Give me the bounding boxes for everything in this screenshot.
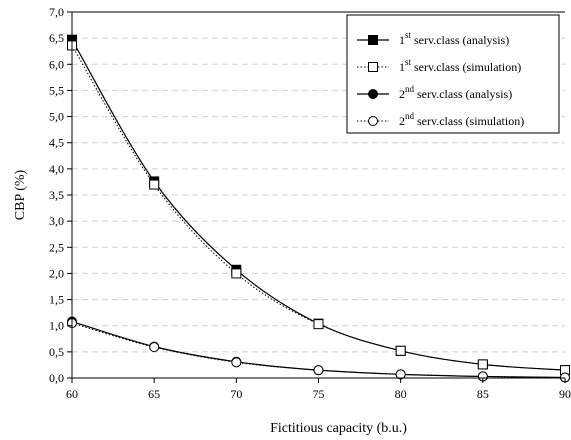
y-tick-label: 5,0 <box>49 110 64 124</box>
y-tick-label: 0,5 <box>49 345 64 359</box>
y-tick-label: 3,0 <box>49 214 64 228</box>
x-tick-label: 70 <box>230 387 242 401</box>
data-point <box>395 345 406 356</box>
y-tick-label: 1,5 <box>49 293 64 307</box>
legend-label: 1st serv.class (simulation) <box>399 57 521 74</box>
axes: 0,0 0,5 1,0 1,5 2,0 2,5 3,0 3,5 4,0 4,5 5,0 5,5 6,0 6… <box>49 5 571 401</box>
x-tick-label: 60 <box>66 387 78 401</box>
y-tick-label: 4,0 <box>49 162 64 176</box>
legend-marker <box>368 89 378 99</box>
data-point <box>231 357 242 368</box>
legend-box <box>346 14 560 134</box>
data-point <box>149 179 160 190</box>
x-axis-title: Fictitious capacity (b.u.) <box>270 421 407 436</box>
y-tick-label: 7,0 <box>49 5 64 19</box>
y-tick-label: 4,5 <box>49 136 64 150</box>
y-axis-title: CBP (%) <box>13 169 28 220</box>
data-point <box>313 319 324 330</box>
data-point <box>477 359 488 370</box>
y-tick-label: 2,5 <box>49 240 64 254</box>
data-point <box>231 268 242 279</box>
legend-marker <box>368 116 378 126</box>
y-tick-label: 3,5 <box>49 188 64 202</box>
legend: 1st serv.class (analysis) 1st serv.class … <box>346 14 560 134</box>
x-tick-label: 75 <box>313 387 325 401</box>
y-tick-label: 1,0 <box>49 319 64 333</box>
y-tick-label: 5,5 <box>49 83 64 97</box>
legend-marker <box>368 35 378 45</box>
x-tick-label: 85 <box>477 387 489 401</box>
data-point <box>313 365 324 376</box>
legend-marker <box>368 62 378 72</box>
series-4-markers <box>67 318 570 383</box>
y-tick-label: 6,5 <box>49 31 64 45</box>
legend-label: 2nd serv.class (analysis) <box>399 84 512 101</box>
legend-label: 2nd serv.class (simulation) <box>399 111 524 128</box>
x-tick-label: 65 <box>148 387 160 401</box>
x-tick-label: 80 <box>395 387 407 401</box>
legend-label: 1st serv.class (analysis) <box>399 30 509 47</box>
data-point <box>149 342 160 353</box>
x-tick-label: 90 <box>559 387 571 401</box>
y-tick-label: 2,0 <box>49 266 64 280</box>
y-tick-label: 0,0 <box>49 371 64 385</box>
y-tick-label: 6,0 <box>49 57 64 71</box>
data-point <box>395 369 406 380</box>
